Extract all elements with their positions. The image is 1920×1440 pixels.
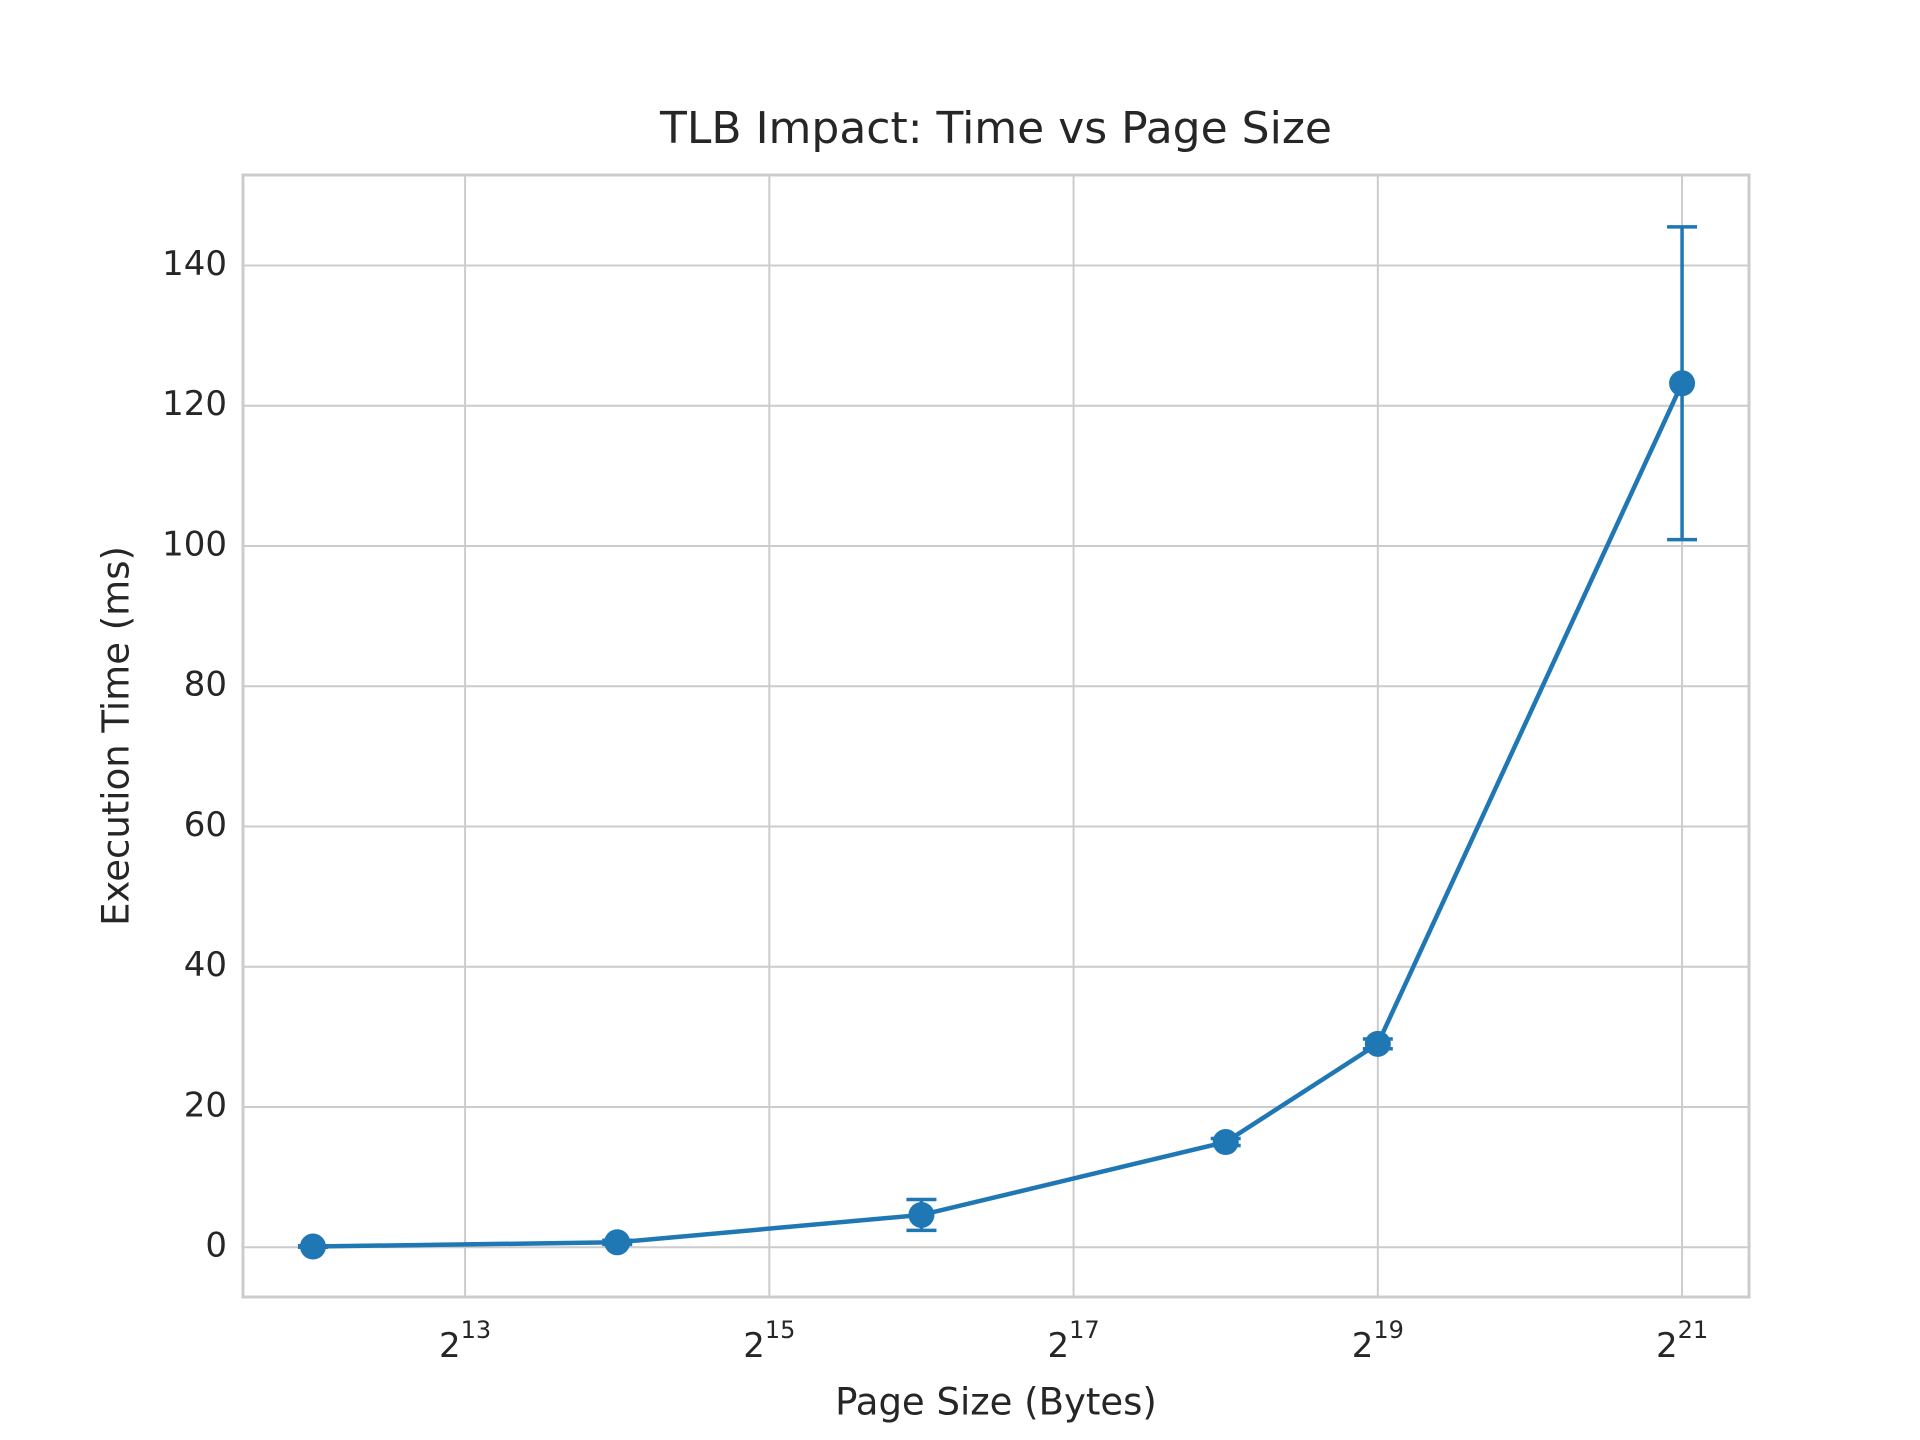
marker [1212, 1129, 1239, 1156]
line [312, 382, 1685, 1249]
x-tick-label: 217 [1047, 1316, 1099, 1366]
y-tick-label: 140 [162, 244, 227, 284]
x-tick-label: 221 [1656, 1316, 1708, 1366]
x-tick-label: 215 [743, 1316, 795, 1366]
y-tick-label: 40 [184, 945, 227, 985]
marker [604, 1229, 631, 1256]
y-tick-label: 100 [162, 524, 227, 564]
plot-frame [241, 173, 1751, 1299]
marker [299, 1233, 326, 1260]
y-tick-label: 120 [162, 384, 227, 424]
marker [908, 1201, 935, 1228]
y-tick-label: 0 [205, 1226, 227, 1266]
y-tick-label: 80 [184, 665, 227, 705]
x-axis-label: Page Size (Bytes) [835, 1381, 1157, 1424]
chart-title: TLB Impact: Time vs Page Size [659, 103, 1332, 154]
x-tick-label: 219 [1352, 1316, 1404, 1366]
marker [1669, 370, 1696, 397]
y-axis-label: Execution Time (ms) [95, 546, 138, 926]
marker [1364, 1030, 1391, 1057]
y-tick-label: 60 [184, 805, 227, 845]
x-tick-label: 213 [439, 1316, 491, 1366]
y-tick-label: 20 [184, 1085, 227, 1125]
